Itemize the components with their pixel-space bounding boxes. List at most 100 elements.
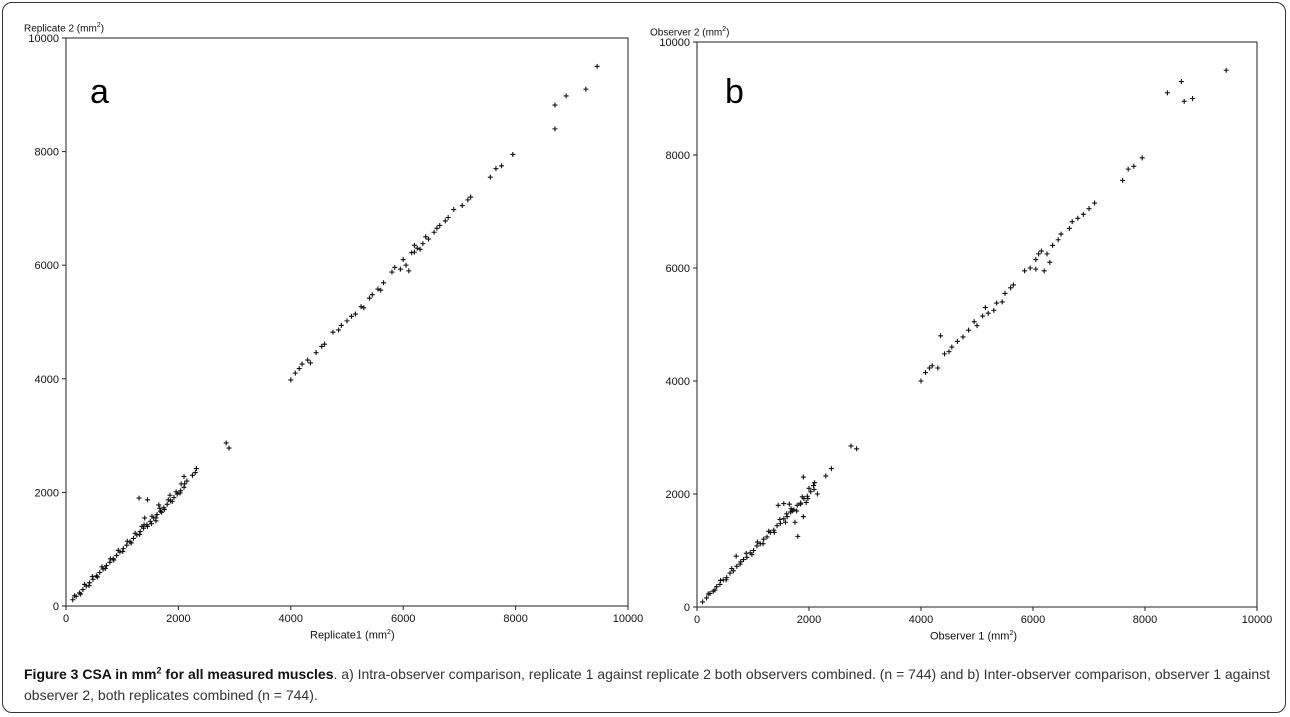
data-point-marker [305, 357, 311, 363]
data-point-marker [705, 591, 711, 597]
panel-b-letter: b [725, 73, 744, 111]
data-point-marker [806, 485, 812, 491]
data-point-marker [994, 300, 1000, 306]
data-point-marker [960, 334, 966, 340]
data-point-marker [1002, 290, 1008, 296]
data-point-marker [1131, 163, 1137, 169]
data-point-marker [425, 236, 431, 242]
data-point-marker [1010, 282, 1016, 288]
data-point-marker [795, 533, 801, 539]
data-point-marker [926, 365, 932, 371]
data-point-marker [493, 166, 499, 172]
data-point-marker [420, 241, 426, 247]
data-point-marker [954, 338, 960, 344]
data-point-marker [107, 556, 113, 562]
data-point-marker [935, 365, 941, 371]
data-point-marker [165, 497, 171, 503]
data-point-marker [97, 569, 103, 575]
data-point-marker [800, 474, 806, 480]
panel-b-xtick-label: 6000 [1021, 614, 1045, 626]
data-point-marker [451, 207, 457, 213]
panel-a-xtick-label: 2000 [166, 613, 190, 625]
data-point-marker [1044, 251, 1050, 257]
data-point-marker [132, 530, 138, 536]
data-point-marker [442, 218, 448, 224]
data-point-marker [87, 580, 93, 586]
panel-b-ytick-label: 10000 [659, 37, 690, 49]
data-point-marker [1041, 268, 1047, 274]
data-point-marker [76, 590, 82, 596]
panel-a-plot-frame [65, 37, 629, 607]
data-point-marker [361, 305, 367, 311]
data-point-marker [1223, 67, 1229, 73]
data-point-marker [322, 341, 328, 347]
data-point-marker [136, 495, 142, 501]
data-point-marker [193, 466, 199, 472]
data-point-marker [760, 541, 766, 547]
data-point-marker [423, 234, 429, 240]
data-point-marker [71, 593, 77, 599]
data-point-marker [148, 521, 154, 527]
data-point-marker [552, 126, 558, 132]
data-point-marker [149, 513, 155, 519]
data-point-marker [403, 262, 409, 268]
panel-a-ytick-label: 4000 [35, 374, 59, 386]
panel-a-ylabel: Replicate 2 (mm2) [24, 22, 105, 35]
data-point-marker [718, 577, 724, 583]
data-point-marker [781, 516, 787, 522]
data-point-marker [1190, 96, 1196, 101]
data-point-marker [814, 491, 820, 497]
data-point-marker [991, 307, 997, 313]
panel-a-ytick-label: 10000 [28, 33, 59, 45]
data-point-marker [111, 557, 117, 563]
data-point-marker [319, 343, 325, 349]
data-point-marker [375, 286, 381, 292]
panel-a-xtick-label: 6000 [391, 613, 415, 625]
data-point-marker [124, 538, 130, 544]
data-point-marker [392, 264, 398, 270]
caption-title: Figure 3 CSA in mm2 for all measured mus… [24, 665, 334, 682]
panel-b-points [700, 67, 1229, 605]
data-point-marker [189, 472, 195, 478]
data-point-marker [114, 552, 120, 558]
data-point-marker [400, 257, 406, 263]
data-point-marker [714, 584, 720, 590]
panel-a-ytick-label: 6000 [35, 260, 59, 272]
data-point-marker [142, 515, 148, 521]
data-point-marker [1181, 98, 1187, 104]
panel-b-ytick-label: 2000 [666, 489, 690, 501]
data-point-marker [563, 93, 569, 99]
panel-a-xtick-label: 8000 [503, 613, 527, 625]
data-point-marker [971, 319, 977, 325]
data-point-marker [181, 473, 187, 479]
data-point-marker [164, 501, 170, 507]
data-point-marker [90, 576, 96, 582]
data-point-marker [99, 564, 105, 570]
data-point-marker [93, 573, 99, 579]
data-point-marker [1178, 79, 1184, 85]
data-point-marker [1069, 219, 1075, 225]
data-point-marker [389, 269, 395, 275]
data-point-marker [737, 561, 743, 567]
data-point-marker [130, 535, 136, 541]
panel-a-letter: a [90, 73, 109, 111]
data-point-marker [169, 498, 175, 504]
data-point-marker [774, 523, 780, 529]
data-point-marker [1022, 268, 1028, 274]
panel-a-xtick-label: 0 [63, 613, 69, 625]
data-point-marker [226, 445, 232, 451]
data-point-marker [167, 492, 173, 498]
data-point-marker [431, 229, 437, 235]
data-point-marker [120, 546, 126, 552]
data-point-marker [153, 518, 159, 524]
data-point-marker [86, 583, 92, 589]
panel-b-xlabel: Observer 1 (mm2) [930, 630, 1018, 643]
panel-b-xtick-label: 8000 [1133, 614, 1157, 626]
data-point-marker [751, 548, 757, 553]
data-point-marker [1080, 211, 1086, 217]
data-point-marker [177, 490, 183, 496]
data-point-marker [946, 349, 952, 355]
data-point-marker [749, 551, 755, 557]
data-point-marker [137, 531, 143, 537]
